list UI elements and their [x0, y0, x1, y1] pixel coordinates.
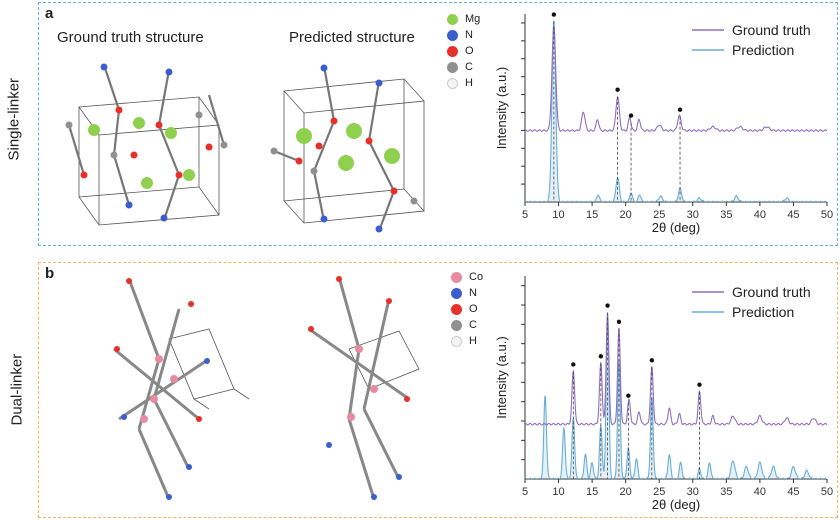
- x-tick-label: 25: [653, 209, 665, 221]
- x-tick-label: 35: [720, 486, 732, 498]
- legend-item-h: H: [447, 77, 473, 89]
- x-tick-label: 30: [687, 209, 699, 221]
- legend-item-c: C: [451, 319, 477, 331]
- x-tick-label: 30: [687, 486, 699, 498]
- c-atom-icon: [447, 61, 458, 73]
- peak-marker-dot: [615, 87, 620, 92]
- c-atom-icon: [451, 319, 462, 331]
- legend-item-c: C: [447, 61, 473, 73]
- series-line-prediction: [525, 20, 827, 202]
- y-axis-label: Intensity (a.u.): [494, 336, 509, 418]
- xrd-chart-dual-linker: 5 10 15 20 25 30 35 40 45 50 2θ (deg) Intensity (a.…: [494, 276, 833, 512]
- peak-marker-dot: [571, 362, 576, 367]
- x-axis-label: 2θ (deg): [652, 497, 700, 512]
- peak-marker-dot: [697, 382, 702, 387]
- x-tick-label: 50: [821, 209, 833, 221]
- legend-item-o: O: [451, 303, 478, 315]
- x-tick-label: 25: [653, 486, 665, 498]
- row-label-single-linker: Single-linker: [5, 77, 23, 161]
- x-tick-label: 20: [620, 209, 632, 221]
- dual-linker-ground-truth-structure-image: [113, 278, 250, 500]
- ground-truth-structure-title: Ground truth structure: [57, 29, 204, 46]
- xrd-chart-single-linker: 5 10 15 20 25 30 35 40 45 50 2θ (deg) Intensity (a.…: [494, 12, 833, 235]
- panel-letter-b: b: [45, 265, 55, 282]
- x-tick-label: 5: [522, 486, 528, 498]
- legend-item-n: N: [447, 29, 473, 41]
- series-area-prediction: [525, 318, 827, 479]
- h-atom-icon: [451, 335, 462, 347]
- series-line-prediction: [525, 317, 827, 479]
- x-tick-label: 50: [821, 486, 833, 498]
- peak-marker-dot: [605, 303, 610, 308]
- legend-item-h: H: [451, 335, 477, 347]
- x-tick-label: 45: [787, 209, 799, 221]
- legend-item-mg: Mg: [447, 13, 480, 25]
- x-tick-label: 40: [754, 486, 766, 498]
- legend-label: Prediction: [732, 304, 794, 320]
- legend-label: Prediction: [732, 42, 794, 58]
- predicted-structure-title: Predicted structure: [289, 29, 415, 46]
- legend-item-co: Co: [451, 271, 483, 283]
- series-line-ground-truth: [525, 313, 827, 426]
- x-tick-label: 40: [754, 209, 766, 221]
- x-tick-label: 15: [586, 486, 598, 498]
- n-atom-icon: [451, 287, 462, 299]
- n-atom-icon: [447, 29, 458, 41]
- peak-marker-dot: [551, 12, 557, 17]
- peak-marker-dot: [649, 358, 655, 363]
- peak-marker-dot: [616, 319, 622, 324]
- peak-marker-dot: [677, 107, 683, 112]
- legend-item-n: N: [451, 287, 477, 299]
- predicted-structure-image: [270, 64, 425, 233]
- x-tick-label: 35: [720, 209, 732, 221]
- x-tick-label: 5: [522, 209, 528, 221]
- x-axis-label: 2θ (deg): [652, 220, 700, 235]
- legend-item-o: O: [447, 45, 474, 57]
- panel-a: a Ground truth structure Predicted struc…: [38, 2, 838, 246]
- ground-truth-structure-image: [65, 63, 228, 226]
- legend-label: Ground truth: [732, 284, 811, 300]
- row-label-dual-linker: Dual-linker: [8, 353, 26, 426]
- h-atom-icon: [447, 77, 458, 89]
- x-tick-label: 45: [787, 486, 799, 498]
- peak-marker-dot: [598, 354, 604, 359]
- y-axis-label: Intensity (a.u.): [494, 67, 509, 149]
- peak-marker-dot: [628, 113, 634, 118]
- legend-label: Ground truth: [732, 22, 811, 38]
- panel-b: b Co N O C H: [38, 262, 838, 518]
- series-line-ground-truth: [525, 25, 827, 132]
- co-atom-icon: [451, 271, 462, 283]
- x-tick-label: 20: [620, 486, 632, 498]
- x-tick-label: 10: [552, 486, 564, 498]
- panel-letter-a: a: [45, 5, 54, 22]
- peak-marker-dot: [626, 393, 631, 398]
- o-atom-icon: [451, 303, 462, 315]
- x-tick-label: 10: [552, 209, 564, 221]
- mg-atom-icon: [447, 13, 458, 25]
- series-area-prediction: [525, 21, 827, 202]
- o-atom-icon: [447, 45, 458, 57]
- x-tick-label: 15: [586, 209, 598, 221]
- dual-linker-predicted-structure-image: [308, 276, 420, 500]
